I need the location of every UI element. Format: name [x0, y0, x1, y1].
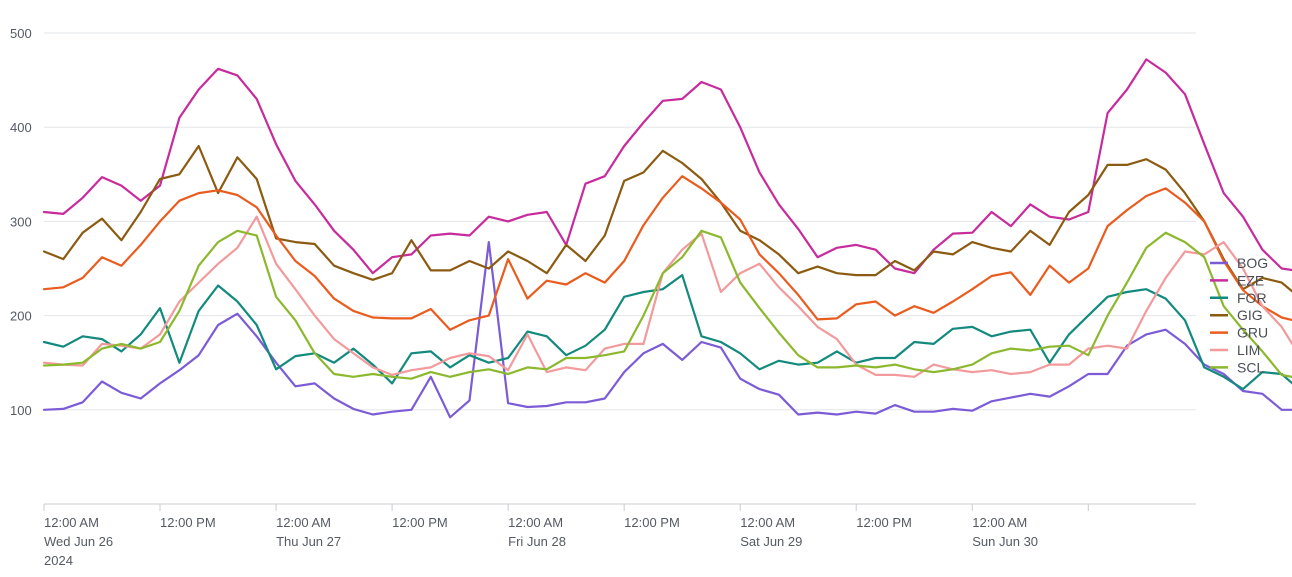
- x-tick-label: Fri Jun 28: [508, 534, 566, 549]
- x-tick-label: 12:00 AM: [740, 515, 795, 530]
- x-tick-label: 12:00 AM: [972, 515, 1027, 530]
- series-line-gru: [42, 175, 1292, 331]
- x-tick-label: Sun Jun 30: [972, 534, 1038, 549]
- x-tick-label: 12:00 AM: [276, 515, 331, 530]
- legend-label-bog: BOG: [1237, 255, 1268, 271]
- x-tick-label: 12:00 PM: [160, 515, 216, 530]
- y-tick-label: 500: [10, 26, 32, 41]
- x-tick-label: Wed Jun 26: [44, 534, 113, 549]
- x-tick-label: 12:00 PM: [392, 515, 448, 530]
- x-tick-label: 12:00 AM: [508, 515, 563, 530]
- legend-label-for: FOR: [1237, 290, 1267, 306]
- plot-area: [42, 58, 1292, 419]
- y-tick-label: 400: [10, 120, 32, 135]
- series-line-bog: [42, 241, 1292, 419]
- x-tick-label: 2024: [44, 553, 73, 568]
- legend-label-gig: GIG: [1237, 307, 1263, 323]
- legend-label-gru: GRU: [1237, 325, 1268, 341]
- x-tick-label: Sat Jun 29: [740, 534, 802, 549]
- legend-label-eze: EZE: [1237, 272, 1264, 288]
- legend-label-lim: LIM: [1237, 342, 1260, 358]
- y-tick-label: 100: [10, 403, 32, 418]
- y-tick-label: 200: [10, 309, 32, 324]
- series-line-gig: [42, 144, 1292, 293]
- x-axis: 12:00 AM Wed Jun 26 2024 12:00 PM 12:00 AM Th…: [43, 503, 1196, 568]
- series-line-lim: [42, 215, 1292, 378]
- y-axis-ticks: 100 200 300 400 500: [10, 26, 32, 418]
- x-tick-label: 12:00 AM: [44, 515, 99, 530]
- x-tick-label: 12:00 PM: [624, 515, 680, 530]
- series-line-for: [42, 274, 1292, 391]
- y-tick-label: 300: [10, 214, 32, 229]
- legend-label-scl: SCL: [1237, 359, 1264, 375]
- x-tick-label: 12:00 PM: [856, 515, 912, 530]
- series-line-scl: [42, 229, 1292, 380]
- x-tick-label: Thu Jun 27: [276, 534, 341, 549]
